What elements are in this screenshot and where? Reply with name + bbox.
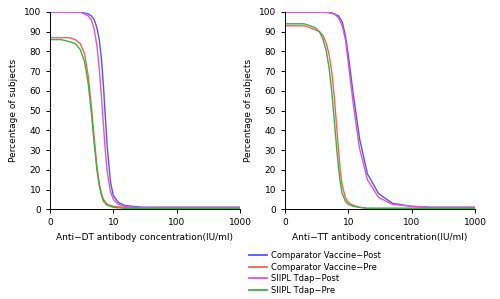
Y-axis label: Percentage of subjects: Percentage of subjects [9, 59, 18, 162]
X-axis label: Anti−TT antibody concentration(IU/ml): Anti−TT antibody concentration(IU/ml) [292, 233, 468, 242]
Y-axis label: Percentage of subjects: Percentage of subjects [244, 59, 253, 162]
Legend: Comparator Vaccine−Post, Comparator Vaccine−Pre, SIIPL Tdap−Post, SIIPL Tdap−Pre: Comparator Vaccine−Post, Comparator Vacc… [249, 251, 381, 295]
X-axis label: Anti−DT antibody concentration(IU/ml): Anti−DT antibody concentration(IU/ml) [56, 233, 234, 242]
